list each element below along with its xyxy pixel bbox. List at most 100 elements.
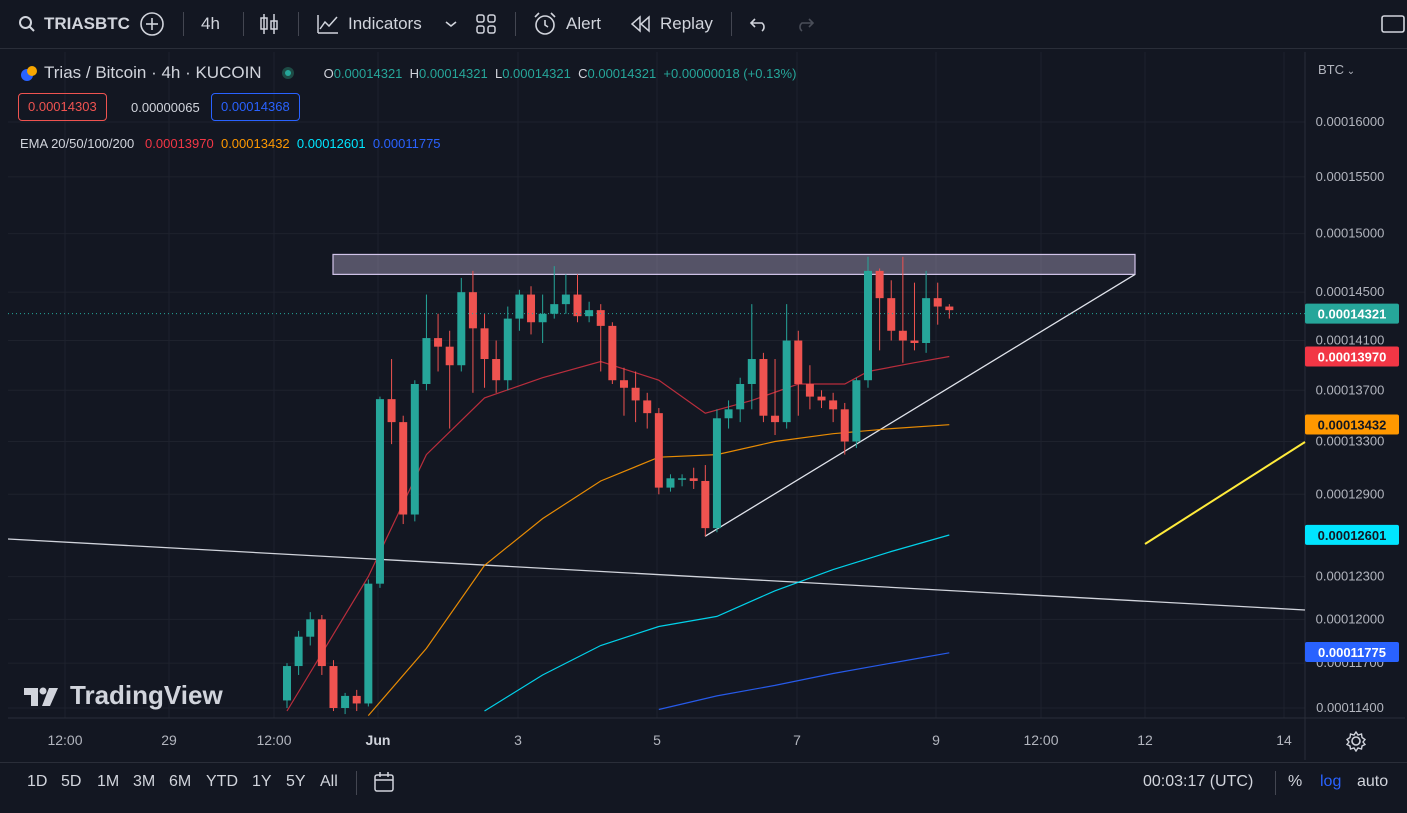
candle-body xyxy=(898,330,907,341)
candle-body xyxy=(689,478,698,481)
y-tick-label: 0.00012000 xyxy=(1316,611,1385,626)
layouts-button[interactable] xyxy=(475,0,497,48)
toolbar-divider xyxy=(298,12,299,36)
symbol-legend: Trias / Bitcoin · 4h · KUCOIN O 0.0001432… xyxy=(20,63,796,83)
timeframe-1y[interactable]: 1Y xyxy=(252,773,272,790)
low-value: 0.00014321 xyxy=(502,65,571,81)
price-label-text: 0.00013432 xyxy=(1318,417,1387,432)
percent-toggle[interactable]: % xyxy=(1288,773,1303,790)
indicators-label: Indicators xyxy=(348,14,422,33)
utc-clock[interactable]: 00:03:17 (UTC) xyxy=(1143,773,1254,790)
timeframe-5y[interactable]: 5Y xyxy=(286,773,306,790)
candle-body xyxy=(794,340,803,384)
indicators-dropdown[interactable] xyxy=(444,0,458,48)
gear-icon xyxy=(1345,730,1367,753)
candle-body xyxy=(887,298,896,331)
low-label: L xyxy=(494,65,503,81)
candle-body xyxy=(840,409,849,442)
y-tick-label: 0.00016000 xyxy=(1316,114,1385,129)
candle-body xyxy=(364,583,373,704)
candle-body xyxy=(759,359,768,416)
indicators-icon xyxy=(317,15,338,34)
chart-settings-button[interactable] xyxy=(1345,730,1367,757)
timeframe-6m[interactable]: 6M xyxy=(169,773,192,790)
toolbar-divider xyxy=(515,12,516,36)
candle-body xyxy=(922,298,931,343)
toolbar-divider xyxy=(356,771,357,795)
interval-label: 4h xyxy=(201,14,220,33)
timeframe-3m[interactable]: 3M xyxy=(133,773,156,790)
candle-body xyxy=(550,304,559,314)
candle-body xyxy=(283,666,291,701)
candle-body xyxy=(561,294,570,305)
open-label: O xyxy=(323,65,334,81)
buy-price-button[interactable]: 0.00014368 xyxy=(211,93,300,121)
timeframe-1d[interactable]: 1D xyxy=(27,773,48,790)
log-toggle[interactable]: log xyxy=(1320,773,1342,790)
timeframe-ytd[interactable]: YTD xyxy=(206,773,238,790)
price-label-text: 0.00014321 xyxy=(1318,307,1387,322)
bottom-toolbar: 1D 5D 1M 3M 6M YTD 1Y 5Y All 00:03:17 (U… xyxy=(0,762,1407,803)
price-label-box xyxy=(1305,642,1399,663)
candle-body xyxy=(619,380,628,388)
candle-body xyxy=(701,480,710,529)
y-tick-label: 0.00014100 xyxy=(1316,333,1385,348)
candle-body xyxy=(910,340,919,343)
timeframe-1m[interactable]: 1M xyxy=(97,773,120,790)
candle-body xyxy=(852,380,861,442)
replay-button[interactable]: Replay xyxy=(630,0,713,48)
y-tick-label: 0.00015000 xyxy=(1316,226,1385,241)
x-tick-label: 5 xyxy=(653,732,661,748)
x-tick-label: 12 xyxy=(1137,732,1153,748)
price-chart[interactable]: 0.00016000 0.00015500 0.00015000 0.00014500… xyxy=(7,52,1405,760)
ascending-support-line xyxy=(704,273,1136,537)
indicators-button[interactable]: Indicators xyxy=(316,0,422,48)
y-tick-label: 0.00015500 xyxy=(1316,169,1385,184)
symbol-title: Trias / Bitcoin · 4h · KUCOIN xyxy=(44,63,262,82)
alarm-clock-icon xyxy=(534,12,556,35)
candle-body xyxy=(480,328,489,360)
timeframe-5d[interactable]: 5D xyxy=(61,773,82,790)
compare-button[interactable] xyxy=(139,0,165,48)
symbol-search[interactable]: TRIASBTC xyxy=(18,0,130,48)
interval-button[interactable]: 4h xyxy=(201,0,220,48)
candle-body xyxy=(492,359,501,381)
sell-price-button[interactable]: 0.00014303 xyxy=(18,93,107,121)
high-label: H xyxy=(409,65,420,81)
date-range-button[interactable] xyxy=(372,770,396,799)
toolbar-divider xyxy=(731,12,732,36)
auto-toggle[interactable]: auto xyxy=(1357,773,1389,790)
trias-logo-icon xyxy=(21,66,37,81)
currency-selector[interactable]: BTC ⌄ xyxy=(1318,62,1355,77)
candles-icon xyxy=(260,14,278,34)
chart-pane[interactable]: 0.00016000 0.00015500 0.00015000 0.00014500… xyxy=(7,52,1405,760)
replay-label: Replay xyxy=(660,14,713,33)
candle-body xyxy=(306,619,315,637)
alert-button[interactable]: Alert xyxy=(532,0,601,48)
rewind-icon xyxy=(630,15,650,33)
ema100-value: 0.00012601 xyxy=(296,136,366,151)
fullscreen-button[interactable] xyxy=(1380,0,1406,48)
price-label-text: 0.00012601 xyxy=(1318,528,1387,543)
undo-button[interactable] xyxy=(749,0,769,48)
x-tick-label: 12:00 xyxy=(256,732,291,748)
chart-type-button[interactable] xyxy=(258,0,280,48)
candle-body xyxy=(457,292,466,366)
ema-label: EMA 20/50/100/200 xyxy=(20,136,135,151)
y-tick-label: 0.00012900 xyxy=(1316,486,1385,501)
price-label-box xyxy=(1305,524,1399,545)
close-value: 0.00014321 xyxy=(587,65,657,81)
x-tick-label: 9 xyxy=(932,732,940,748)
timeframe-all[interactable]: All xyxy=(320,773,338,790)
candle-body xyxy=(631,387,640,401)
x-tick-label: 29 xyxy=(161,732,177,748)
y-tick-label: 0.00014500 xyxy=(1316,284,1385,299)
top-toolbar: TRIASBTC 4h Indicators Alert Replay xyxy=(0,0,1407,49)
candle-body xyxy=(317,619,326,667)
yellow-trendline xyxy=(1144,441,1306,545)
ema50-value: 0.00013432 xyxy=(220,136,290,151)
candle-body xyxy=(573,294,582,317)
candle-body xyxy=(608,325,617,381)
toolbar-divider xyxy=(243,12,244,36)
redo-button[interactable] xyxy=(795,0,815,48)
